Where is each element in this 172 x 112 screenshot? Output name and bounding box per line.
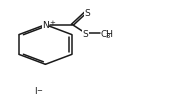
Text: CH: CH (100, 29, 113, 38)
Text: I: I (34, 86, 36, 95)
Text: 3: 3 (106, 33, 110, 39)
Text: S: S (83, 29, 89, 38)
Text: −: − (36, 87, 42, 93)
Text: +: + (49, 19, 55, 25)
Text: S: S (84, 9, 90, 18)
Text: N: N (42, 21, 49, 30)
